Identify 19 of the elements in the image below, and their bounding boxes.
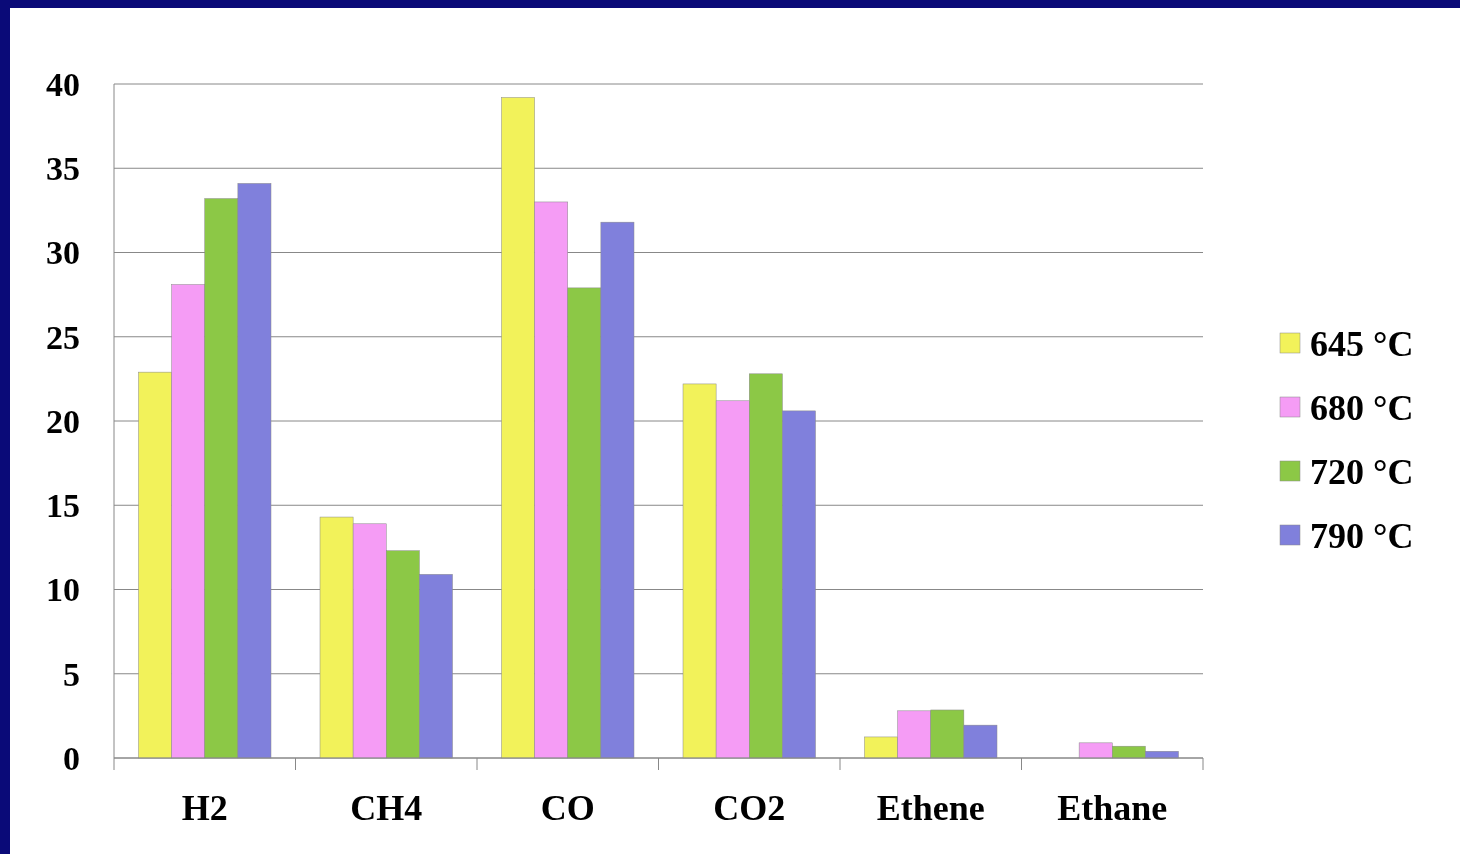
x-tick-label: CO2 bbox=[713, 788, 786, 828]
x-tick-label: Ethane bbox=[1057, 788, 1168, 828]
y-tick-label: 40 bbox=[46, 65, 80, 103]
x-tick-label: Ethene bbox=[876, 788, 985, 828]
y-tick-label: 15 bbox=[46, 487, 80, 525]
y-tick-label: 20 bbox=[46, 402, 80, 440]
y-tick-label: 5 bbox=[63, 655, 80, 693]
legend-label: 790 °C bbox=[1310, 515, 1414, 556]
legend-label: 645 °C bbox=[1310, 323, 1414, 364]
legend-label: 720 °C bbox=[1310, 451, 1414, 492]
y-tick-label: 0 bbox=[63, 739, 80, 777]
x-tick-label: CO bbox=[540, 788, 595, 828]
y-tick-label: 25 bbox=[46, 318, 80, 356]
y-tick-label: 35 bbox=[46, 150, 80, 188]
x-tick-label: H2 bbox=[181, 788, 228, 828]
y-tick-label: 30 bbox=[46, 234, 80, 272]
y-tick-label: 10 bbox=[46, 571, 80, 609]
x-tick-label: CH4 bbox=[350, 788, 423, 828]
legend-label: 680 °C bbox=[1310, 387, 1414, 428]
